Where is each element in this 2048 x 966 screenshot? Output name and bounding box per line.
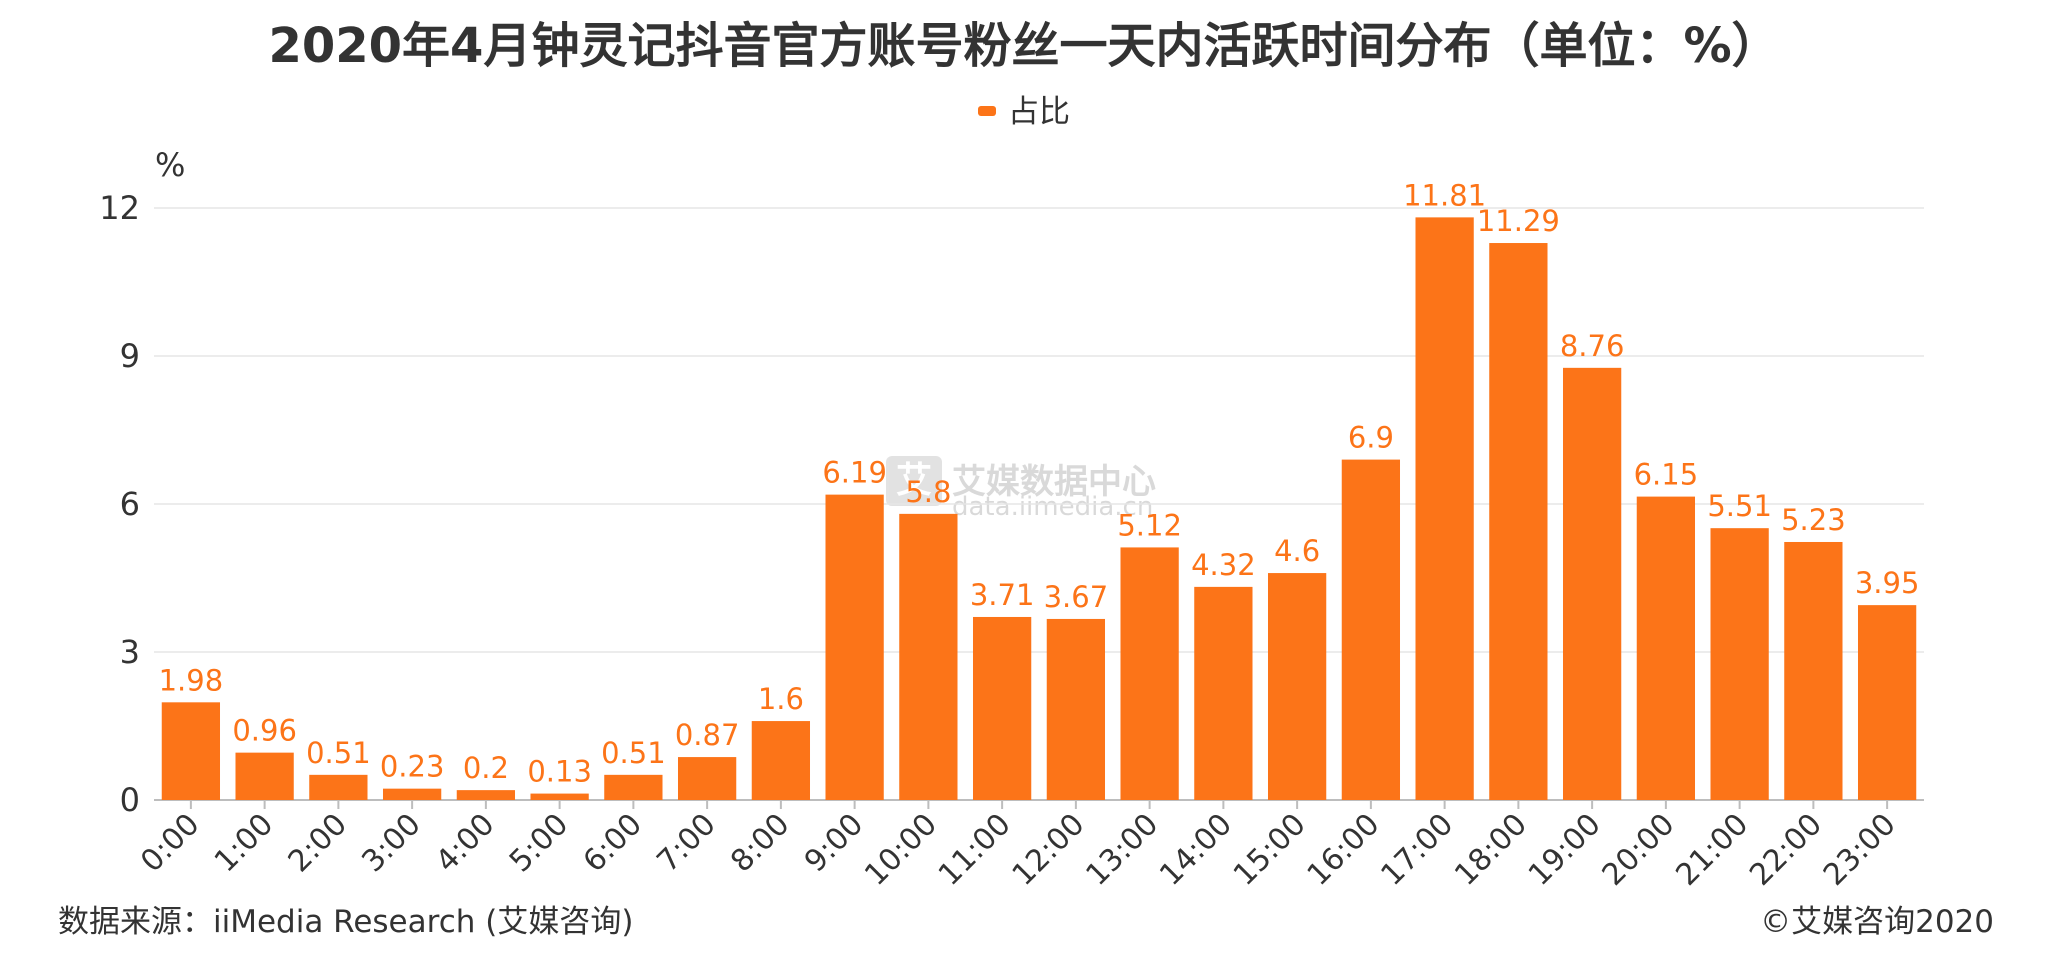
- bar: [382, 788, 442, 800]
- bar: [530, 793, 589, 800]
- data-label: 11.81: [1403, 178, 1486, 212]
- bar: [1784, 541, 1843, 800]
- y-tick-label: 9: [120, 337, 140, 375]
- x-tick-label: 11:00: [932, 807, 1018, 893]
- x-tick-label: 17:00: [1374, 807, 1460, 893]
- x-tick-label: 0:00: [134, 807, 206, 879]
- x-tick-label: 15:00: [1227, 807, 1313, 893]
- legend[interactable]: 占比: [0, 86, 2048, 131]
- data-label: 0.2: [463, 751, 509, 785]
- bar: [1341, 459, 1401, 800]
- data-label: 0.23: [380, 750, 445, 784]
- x-tick-label: 5:00: [503, 807, 575, 879]
- x-tick-label: 6:00: [577, 807, 649, 879]
- x-tick-label: 16:00: [1301, 807, 1387, 893]
- data-label: 6.9: [1348, 421, 1394, 455]
- data-label: 3.67: [1044, 580, 1109, 614]
- bar: [1710, 528, 1769, 800]
- bar: [1120, 547, 1179, 800]
- bar: [1415, 217, 1474, 800]
- x-tick-label: 4:00: [429, 807, 501, 879]
- y-tick-label: 0: [120, 781, 140, 819]
- data-label: 5.51: [1707, 489, 1772, 523]
- y-axis-label: %: [155, 146, 185, 184]
- x-tick-label: 20:00: [1596, 807, 1682, 893]
- data-label: 6.15: [1634, 458, 1699, 492]
- x-tick-label: 12:00: [1006, 807, 1092, 893]
- data-label: 3.95: [1855, 566, 1920, 600]
- bar: [456, 790, 516, 800]
- bar: [1046, 618, 1106, 800]
- bar: [161, 702, 221, 800]
- bar: [309, 774, 368, 800]
- data-label: 1.98: [159, 663, 224, 697]
- bar: [1194, 586, 1253, 800]
- data-label: 0.96: [232, 714, 297, 748]
- x-tick-label: 3:00: [355, 807, 427, 879]
- copyright-note: ©艾媒咨询2020: [1760, 904, 1994, 940]
- data-label: 8.76: [1560, 329, 1625, 363]
- bar: [972, 616, 1032, 800]
- data-label: 4.6: [1274, 534, 1320, 568]
- data-label: 0.13: [527, 755, 592, 789]
- y-tick-label: 12: [99, 189, 140, 227]
- bar: [1267, 573, 1327, 800]
- x-tick-label: 22:00: [1743, 807, 1829, 893]
- bar: [751, 721, 811, 800]
- legend-swatch: [978, 105, 996, 116]
- data-label: 5.12: [1117, 508, 1182, 542]
- data-label: 0.87: [675, 718, 740, 752]
- x-tick-label: 8:00: [724, 807, 796, 879]
- data-label: 5.23: [1781, 503, 1846, 537]
- bar: [1636, 496, 1696, 800]
- chart-title: 2020年4月钟灵记抖音官方账号粉丝一天内活跃时间分布（单位：%）: [268, 18, 1780, 74]
- x-tick-label: 21:00: [1669, 807, 1755, 893]
- data-label: 6.19: [822, 456, 887, 490]
- x-tick-label: 10:00: [858, 807, 944, 893]
- data-label: 3.71: [970, 578, 1035, 612]
- x-tick-label: 14:00: [1153, 807, 1239, 893]
- y-tick-label: 6: [120, 485, 140, 523]
- x-tick-label: 13:00: [1079, 807, 1165, 893]
- bar: [1562, 367, 1622, 800]
- data-label: 1.6: [758, 682, 804, 716]
- bar: [899, 513, 958, 800]
- bar: [604, 774, 663, 800]
- bar: [235, 752, 294, 800]
- bar: [1857, 605, 1917, 800]
- data-label: 11.29: [1477, 204, 1560, 238]
- legend-label: 占比: [1008, 94, 1070, 130]
- data-label: 0.51: [306, 736, 371, 770]
- x-tick-label: 19:00: [1522, 807, 1608, 893]
- bar: [677, 757, 737, 800]
- data-label: 5.8: [905, 475, 951, 509]
- x-tick-label: 1:00: [208, 807, 280, 879]
- source-note: 数据来源：iiMedia Research (艾媒咨询): [58, 904, 634, 940]
- x-tick-label: 2:00: [282, 807, 354, 879]
- data-label: 4.32: [1191, 548, 1256, 582]
- bar: [825, 494, 884, 800]
- y-tick-label: 3: [120, 633, 140, 671]
- x-tick-label: 7:00: [650, 807, 722, 879]
- x-tick-label: 18:00: [1448, 807, 1534, 893]
- data-label: 0.51: [601, 736, 666, 770]
- bar: [1489, 243, 1548, 800]
- x-tick-label: 23:00: [1817, 807, 1903, 893]
